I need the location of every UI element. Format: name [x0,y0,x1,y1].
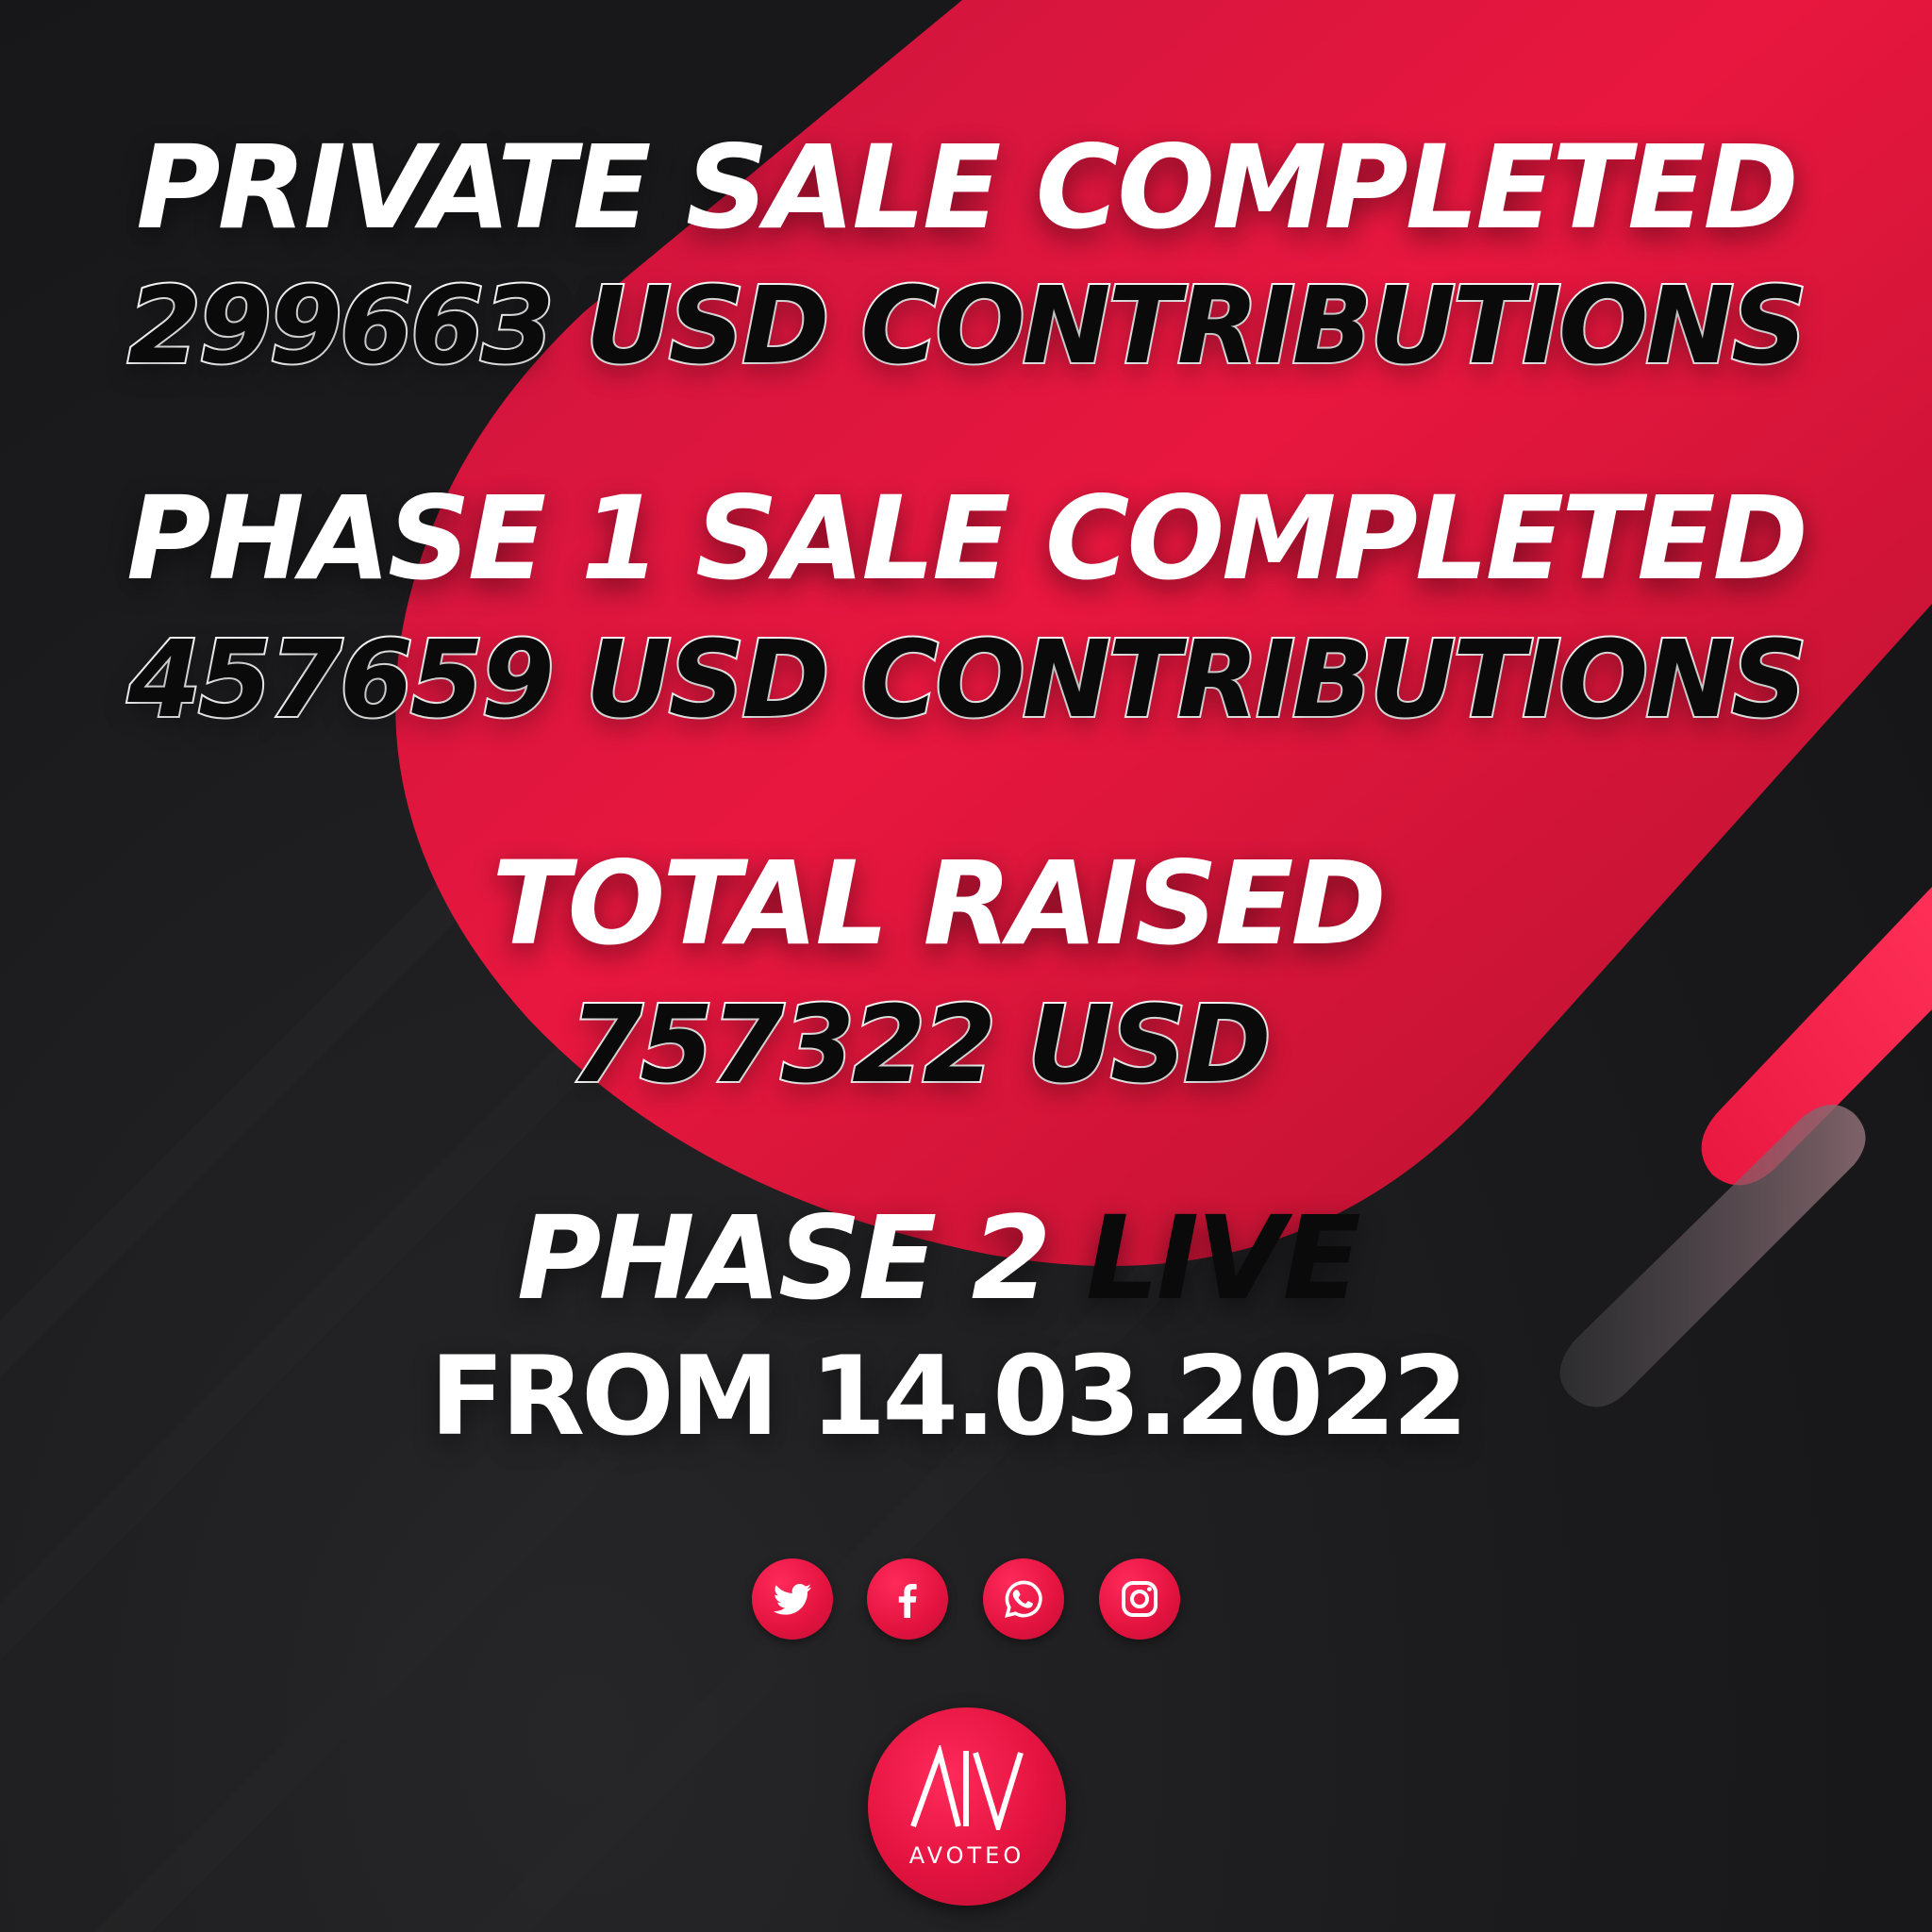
phase2-prefix: PHASE 2 [517,1191,1052,1325]
total-raised-label: TOTAL RAISED [491,837,1387,971]
facebook-f-icon [898,1584,917,1618]
phase2-heading: PHASE 2 LIVE [0,1201,1904,1316]
phase1-sale-heading: PHASE 1 SALE COMPLETED [126,472,1808,606]
instagram-camera-icon [1122,1581,1158,1617]
whatsapp-icon[interactable] [983,1558,1064,1640]
private-sale-contributions: 299663 USD CONTRIBUTIONS [125,265,1809,388]
twitter-bird-icon [774,1584,811,1615]
grey-capsule [1559,1105,1866,1407]
phase2-start-date: FROM 14.03.2022 [429,1333,1469,1460]
phase1-sale-contributions: 457659 USD CONTRIBUTIONS [125,619,1809,741]
facebook-icon[interactable] [867,1558,948,1640]
instagram-icon[interactable] [1099,1558,1180,1640]
red-diagonal-shape [395,0,1932,1266]
private-sale-heading: PRIVATE SALE COMPLETED [136,121,1798,255]
whatsapp-phone-icon [1005,1580,1042,1618]
pink-bar [1701,887,1932,1186]
phase2-live: LIVE [1086,1191,1361,1325]
av-logo-mark-icon [910,1745,1024,1830]
brand-name: AVOTEO [908,1842,1025,1869]
twitter-icon[interactable] [752,1558,833,1640]
total-raised-amount: 757322 USD [567,984,1273,1107]
avoteo-logo: AVOTEO [868,1707,1066,1906]
